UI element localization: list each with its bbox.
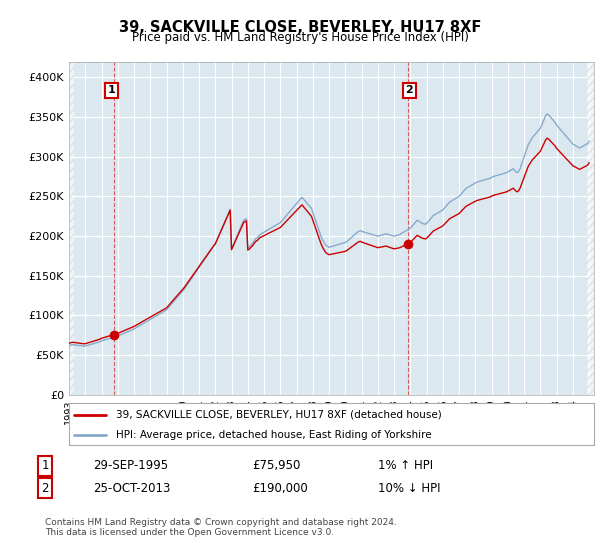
Text: 1: 1 (41, 459, 49, 473)
Text: Price paid vs. HM Land Registry's House Price Index (HPI): Price paid vs. HM Land Registry's House … (131, 31, 469, 44)
Text: 39, SACKVILLE CLOSE, BEVERLEY, HU17 8XF: 39, SACKVILLE CLOSE, BEVERLEY, HU17 8XF (119, 20, 481, 35)
Text: 2: 2 (406, 86, 413, 95)
Text: 10% ↓ HPI: 10% ↓ HPI (378, 482, 440, 495)
Text: 1: 1 (107, 86, 115, 95)
Text: £190,000: £190,000 (252, 482, 308, 495)
Text: HPI: Average price, detached house, East Riding of Yorkshire: HPI: Average price, detached house, East… (116, 430, 432, 440)
Text: 1% ↑ HPI: 1% ↑ HPI (378, 459, 433, 473)
Text: 39, SACKVILLE CLOSE, BEVERLEY, HU17 8XF (detached house): 39, SACKVILLE CLOSE, BEVERLEY, HU17 8XF … (116, 410, 442, 420)
Text: 29-SEP-1995: 29-SEP-1995 (93, 459, 168, 473)
Text: Contains HM Land Registry data © Crown copyright and database right 2024.
This d: Contains HM Land Registry data © Crown c… (45, 518, 397, 538)
Text: 2: 2 (41, 482, 49, 495)
Text: £75,950: £75,950 (252, 459, 301, 473)
Text: 25-OCT-2013: 25-OCT-2013 (93, 482, 170, 495)
